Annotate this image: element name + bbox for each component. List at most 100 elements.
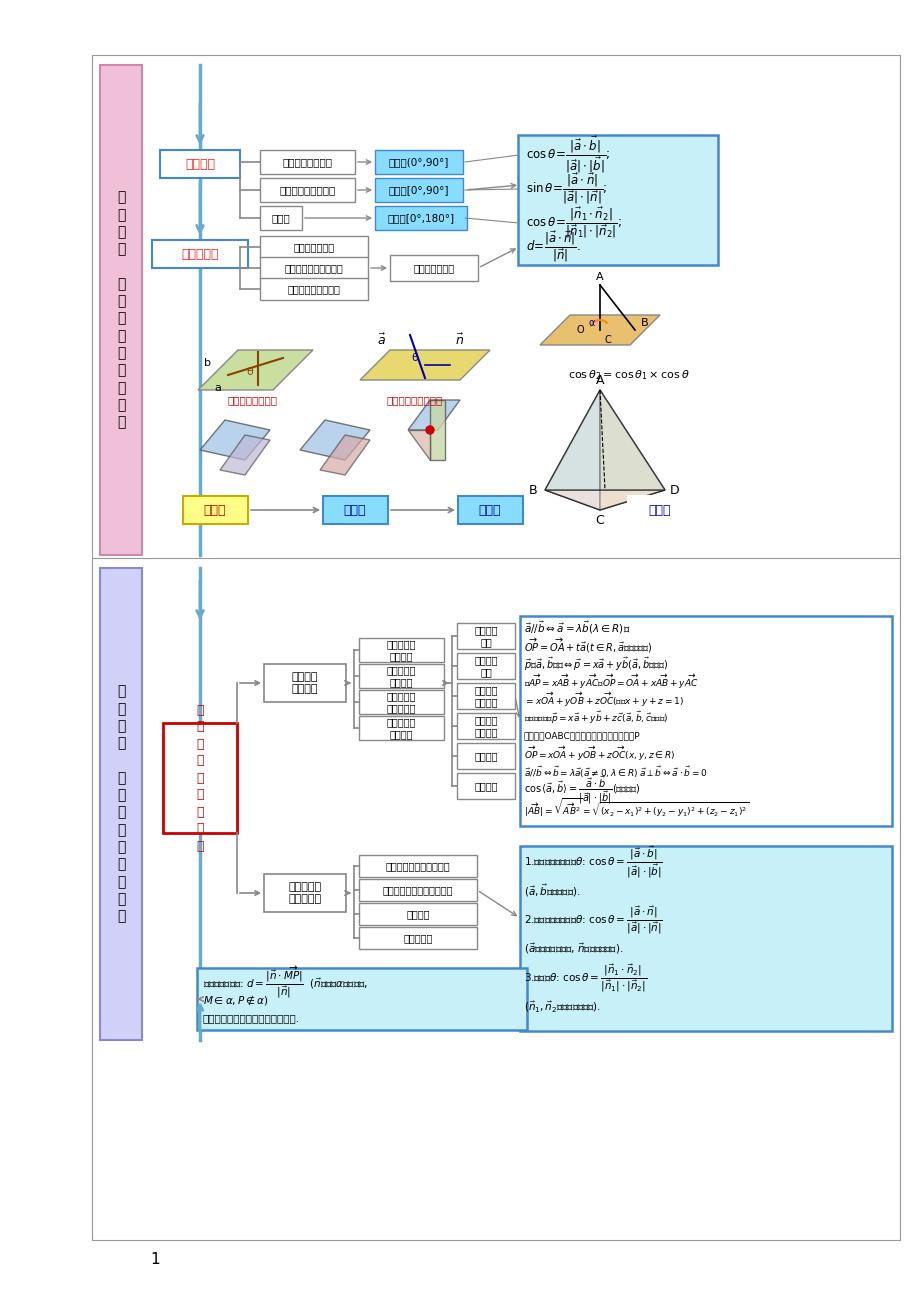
Bar bbox=[457, 713, 515, 740]
Text: 第
六
部
分

立
体
几
何
与
空
间
向
量: 第 六 部 分 立 体 几 何 与 空 间 向 量 bbox=[117, 685, 125, 923]
Text: C: C bbox=[595, 513, 604, 526]
Bar bbox=[457, 773, 515, 799]
Polygon shape bbox=[198, 350, 312, 391]
Bar bbox=[197, 967, 527, 1030]
Polygon shape bbox=[544, 391, 664, 490]
Bar bbox=[375, 150, 462, 174]
Text: $\vec{a}//\vec{b}\Leftrightarrow\vec{a}=\lambda\vec{b}(\lambda\in R)$或: $\vec{a}//\vec{b}\Leftrightarrow\vec{a}=… bbox=[524, 620, 630, 637]
Bar bbox=[628, 496, 692, 523]
Text: 空间向量
基本定理: 空间向量 基本定理 bbox=[473, 685, 497, 707]
Text: 直线与平面所成的角: 直线与平面所成的角 bbox=[279, 185, 335, 195]
Text: 共线向量
定理: 共线向量 定理 bbox=[473, 625, 497, 647]
Polygon shape bbox=[539, 315, 659, 345]
Bar bbox=[519, 616, 891, 825]
Text: $\vec{a}$: $\vec{a}$ bbox=[377, 332, 386, 348]
Bar bbox=[375, 206, 467, 230]
Text: A: A bbox=[596, 374, 604, 387]
Text: $\vec{n}$: $\vec{n}$ bbox=[455, 332, 464, 348]
Bar bbox=[358, 638, 444, 661]
Text: $\cos\theta_2 = \cos\theta_1 \times \cos\theta$: $\cos\theta_2 = \cos\theta_1 \times \cos… bbox=[567, 368, 689, 381]
Bar bbox=[457, 684, 515, 710]
Text: B: B bbox=[641, 318, 648, 328]
Bar bbox=[457, 622, 515, 648]
Polygon shape bbox=[599, 391, 664, 510]
Text: 立体几何中
的向量方法: 立体几何中 的向量方法 bbox=[289, 883, 322, 904]
Text: $\cos\theta\!=\!\dfrac{|\vec{n}_1\cdot\vec{n}_2|}{|\vec{n}_1|\cdot|\vec{n}_2|}$;: $\cos\theta\!=\!\dfrac{|\vec{n}_1\cdot\v… bbox=[526, 206, 621, 241]
Text: 2.直线与平面的夹角$\theta$: $\cos\theta=\dfrac{|\vec{a}\cdot\vec{n}|}{|\vec{a}|\cdot|\ve: 2.直线与平面的夹角$\theta$: $\cos\theta=\dfrac{|… bbox=[524, 905, 663, 936]
Text: 空间的距离: 空间的距离 bbox=[181, 247, 219, 260]
Bar bbox=[358, 664, 444, 687]
Text: b: b bbox=[204, 358, 211, 368]
Text: 空间向量的
数量积运算: 空间向量的 数量积运算 bbox=[386, 691, 415, 712]
Text: 空间向量的
坐标运算: 空间向量的 坐标运算 bbox=[386, 717, 415, 738]
Text: a: a bbox=[214, 383, 221, 393]
Bar bbox=[163, 723, 237, 833]
Polygon shape bbox=[407, 400, 460, 430]
Text: 直线与平面所成的距离: 直线与平面所成的距离 bbox=[284, 263, 343, 273]
Text: $\cos\theta\!=\!\dfrac{|\vec{a}\cdot\vec{b}|}{|\vec{a}|\cdot|\vec{b}|}$;: $\cos\theta\!=\!\dfrac{|\vec{a}\cdot\vec… bbox=[526, 134, 609, 176]
Text: 空
间
向
量
与
立
体
几
何: 空 间 向 量 与 立 体 几 何 bbox=[196, 703, 203, 853]
Text: A: A bbox=[596, 272, 603, 283]
Bar bbox=[260, 236, 368, 258]
Polygon shape bbox=[429, 400, 445, 460]
Text: 共面向量
定理: 共面向量 定理 bbox=[473, 655, 497, 677]
Polygon shape bbox=[199, 421, 269, 460]
Text: ($\vec{a},\vec{b}$为方向向量).: ($\vec{a},\vec{b}$为方向向量). bbox=[524, 883, 580, 900]
Text: 3.二面角$\theta$: $\cos\theta=\dfrac{|\vec{n}_1\cdot\vec{n}_2|}{|\vec{n}_1|\cdot|\v: 3.二面角$\theta$: $\cos\theta=\dfrac{|\vec{… bbox=[524, 962, 647, 993]
Text: $|\overrightarrow{AB}|=\sqrt{\overrightarrow{AB}^2}=\sqrt{(x_2-x_1)^2+(y_2-y_1)^: $|\overrightarrow{AB}|=\sqrt{\overrighta… bbox=[524, 797, 748, 820]
Polygon shape bbox=[359, 350, 490, 380]
Text: 相互之间的转化: 相互之间的转化 bbox=[413, 263, 454, 273]
Text: O: O bbox=[575, 326, 584, 335]
Text: $\overrightarrow{OP}=x\overrightarrow{OA}+y\overrightarrow{OB}+z\overrightarrow{: $\overrightarrow{OP}=x\overrightarrow{OA… bbox=[524, 745, 675, 763]
Bar bbox=[100, 65, 142, 555]
Bar bbox=[264, 874, 346, 911]
Bar bbox=[457, 654, 515, 680]
Text: 范围：[0°,180°]: 范围：[0°,180°] bbox=[387, 214, 454, 223]
Text: θ: θ bbox=[246, 367, 253, 378]
Text: 空间向量的
数乘运算: 空间向量的 数乘运算 bbox=[386, 665, 415, 686]
Text: $=x\overrightarrow{OA}+y\overrightarrow{OB}+z\overrightarrow{OC}$(其中$x+y+z=1$): $=x\overrightarrow{OA}+y\overrightarrow{… bbox=[524, 691, 683, 710]
Text: 平行平面之间的距离: 平行平面之间的距离 bbox=[288, 284, 340, 294]
Bar bbox=[517, 135, 717, 266]
Text: 二面角: 二面角 bbox=[203, 504, 226, 517]
Bar bbox=[264, 664, 346, 702]
Text: 空间的角: 空间的角 bbox=[185, 158, 215, 171]
Bar bbox=[358, 927, 476, 949]
Text: 平行与垂
直的条件: 平行与垂 直的条件 bbox=[473, 715, 497, 737]
Text: θ: θ bbox=[411, 353, 418, 363]
Bar bbox=[100, 568, 142, 1040]
Text: $\overrightarrow{OP}=\overrightarrow{OA}+t\vec{a}(t\in R, \vec{a}$为方向向量): $\overrightarrow{OP}=\overrightarrow{OA}… bbox=[524, 637, 652, 655]
Text: 直线与平面所成的角: 直线与平面所成的角 bbox=[387, 395, 443, 405]
Text: 点到平面的距离: $d=\dfrac{|\vec{n}\cdot\overrightarrow{MP}|}{|\vec{n}|}$  ($\vec{n}$为平面: 点到平面的距离: $d=\dfrac{|\vec{n}\cdot\overrig… bbox=[203, 965, 368, 1000]
Polygon shape bbox=[300, 421, 369, 460]
Bar bbox=[92, 55, 899, 1240]
Text: B: B bbox=[528, 483, 537, 496]
Text: 求空间角: 求空间角 bbox=[406, 909, 429, 919]
Text: $\sin\theta\!=\!\dfrac{|\vec{a}\cdot\vec{n}|}{|\vec{a}|\cdot|\vec{n}|}$;: $\sin\theta\!=\!\dfrac{|\vec{a}\cdot\vec… bbox=[526, 172, 607, 206]
Text: D: D bbox=[669, 483, 679, 496]
Bar bbox=[458, 496, 522, 523]
Text: ($\vec{n}_1,\vec{n}_2$为两平面法向量).: ($\vec{n}_1,\vec{n}_2$为两平面法向量). bbox=[524, 1000, 600, 1014]
Bar bbox=[260, 150, 355, 174]
Text: 空间向量
及其运算: 空间向量 及其运算 bbox=[291, 672, 318, 694]
Bar bbox=[358, 904, 476, 924]
Bar bbox=[323, 496, 388, 523]
Text: 向量距离: 向量距离 bbox=[473, 781, 497, 792]
Text: $\vec{a}//\vec{b}\Leftrightarrow\vec{b}=\lambda\vec{a}(\vec{a}\neq0,\lambda\in R: $\vec{a}//\vec{b}\Leftrightarrow\vec{b}=… bbox=[524, 764, 707, 780]
Text: 向量夹角: 向量夹角 bbox=[473, 751, 497, 760]
Text: 射影法: 射影法 bbox=[648, 504, 671, 517]
Text: $\cos\langle\vec{a},\vec{b}\rangle=\dfrac{\vec{a}\cdot\vec{b}}{|\vec{a}|\cdot|\v: $\cos\langle\vec{a},\vec{b}\rangle=\dfra… bbox=[524, 775, 640, 806]
Bar bbox=[457, 743, 515, 769]
Bar bbox=[358, 690, 444, 713]
Bar bbox=[152, 240, 248, 268]
Polygon shape bbox=[220, 435, 269, 475]
Text: 叠面法: 叠面法 bbox=[478, 504, 501, 517]
Text: 线面距、面面距都可转化为点面距.: 线面距、面面距都可转化为点面距. bbox=[203, 1013, 300, 1023]
Text: 点到平面的距离: 点到平面的距离 bbox=[293, 242, 335, 253]
Text: 1: 1 bbox=[150, 1253, 160, 1268]
Polygon shape bbox=[544, 391, 599, 510]
Text: 空间向量的
加减运算: 空间向量的 加减运算 bbox=[386, 639, 415, 661]
Text: C: C bbox=[604, 335, 611, 345]
Text: 异面直线所成的角: 异面直线所成的角 bbox=[282, 158, 332, 167]
Bar bbox=[260, 206, 301, 230]
